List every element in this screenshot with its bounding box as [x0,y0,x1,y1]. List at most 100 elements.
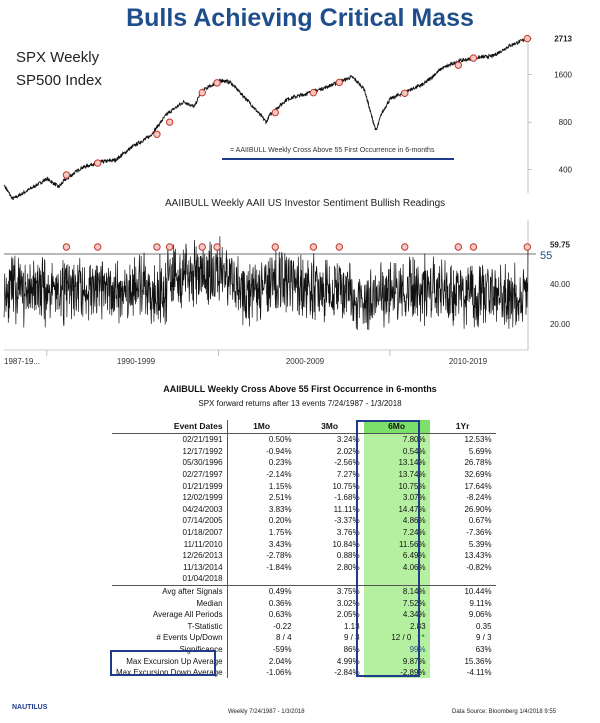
cell-value: 8.14% [363,584,430,598]
cell-value: -2.84% [334,668,360,678]
cell-value: 11.56% [363,538,430,550]
cell-value: 7.27% [336,470,360,480]
cell-value: 13.43% [464,551,492,561]
cell-value: 3.43% [226,538,296,550]
cell-value [430,573,496,585]
cell-value: 2.80% [336,562,360,572]
cell-value: 6.49% [363,549,430,562]
cell-value: 4.86% [363,515,430,527]
aaii-signal-marker [165,243,174,251]
table-row: 02/21/1991 0.50% 3.24% 7.80% 12.53% [112,433,496,446]
event-date: 01/18/2007 [182,528,223,538]
cell-value: 26.78% [464,458,492,468]
event-date: 01/04/2018 [182,574,223,584]
stat-label: Max Excursion Down Average [116,668,223,678]
cell-value: 3.75% [295,584,364,598]
stats-row: Avg after Signals 0.49% 3.75% 8.14% 10.44% [112,584,496,598]
cell-value: 3.76% [336,528,360,538]
event-date: 12/17/1992 [182,446,223,456]
aaii-signal-marker [454,243,463,251]
cell-value: 9.06% [468,610,492,620]
stats-row: Average All Periods 0.63% 2.05% 4.34% 9.06% [112,608,496,621]
cell-value [226,573,296,586]
stat-label: Avg after Signals [112,584,228,598]
cell-value: -0.22 [226,620,296,633]
cell-value: 0.23% [226,457,296,469]
spx-signal-marker [335,78,344,87]
spx-y-tick-label: 1600 [554,71,572,80]
cell-value: 1.75% [226,526,296,539]
cell-value: 15.36% [464,656,492,666]
aaii-x-label: 2000-2009 [286,357,325,366]
table-row: 01/18/2007 1.75% 3.76% 7.24% -7.36% [112,526,496,539]
cell-value: -2.56% [334,458,360,468]
spx-y-tick-label: 2713 [554,35,572,44]
cell-value: 9 / 3 [344,633,360,643]
table-row: 11/11/2010 3.43% 10.84% 11.56% 5.39% [112,538,496,550]
spx-signal-marker [165,118,174,126]
table-row: 11/13/2014 -1.84% 2.80% 4.06% -0.82% [112,561,496,574]
aaii-x-label: 2010-2019 [449,357,488,366]
spx-chart-sublabel: SP500 Index [16,72,102,89]
cell-value [296,573,364,585]
cell-value: 13.14% [363,457,430,469]
cell-value: -1.06% [226,666,296,679]
cell-value: 0.88% [336,551,360,561]
col-header-1yr: 1Yr [429,420,496,434]
spx-signal-marker [309,89,318,97]
stat-label: Median [196,598,223,608]
stats-row: T-Statistic -0.22 1.13 2.83 0.35 [112,620,496,633]
stats-row: Max Excursion Down Average -1.06% -2.84% -2… [112,666,496,679]
company-logo: NAUTILUS [12,704,48,711]
spx-y-tick-label: 400 [559,166,573,175]
event-date: 01/21/1999 [182,481,223,491]
aaii-signal-marker [401,243,409,251]
event-date: 07/14/2005 [182,516,223,526]
excursion-label-box [110,650,216,676]
cell-value: 1.15% [226,480,296,492]
event-date: 04/24/2003 [182,504,223,514]
cell-value: 9.87% [363,655,430,667]
stat-label: Significance [179,644,223,654]
cell-value: 7.80% [363,433,430,446]
aaii-y-tick-label: 59.75 [550,241,571,250]
cell-value: 12 / 0 ** [363,632,430,644]
aaii-signal-marker [153,243,161,251]
aaii-line-chart: 59.75 40.00 20.00 55 1987-19... 1990-1999 200… [3,220,571,366]
cell-value: 11.11% [333,504,360,514]
cell-value: 32.69% [464,470,492,480]
spx-signal-marker [213,79,221,87]
aaii-signal-marker [271,243,279,251]
spx-signal-marker [153,130,161,138]
six-month-highlight-box [356,420,420,677]
spx-signal-marker [62,171,71,179]
cell-value: 0.49% [226,584,296,598]
cell-value: 10.84% [332,539,360,549]
cell-value: 0.63% [226,608,296,621]
cell-value: 0.35 [476,621,492,631]
spx-y-tick-label: 800 [559,118,573,127]
table-subtitle: SPX forward returns after 13 events 7/24… [198,399,402,408]
spx-chart-label: SPX Weekly [16,49,100,66]
spx-signal-marker [401,89,409,97]
spx-signal-marker [454,61,463,69]
cell-value: -0.82% [466,562,492,572]
cell-value: 4.99% [336,656,360,666]
cell-value: -4.11% [466,668,492,678]
event-date: 12/02/1999 [182,493,223,503]
stats-row: Max Excursion Up Average 2.04% 4.99% 9.87% 1… [112,655,496,667]
aaii-y-tick-label: 40.00 [550,280,571,289]
cell-value: 0.20% [226,515,296,527]
table-row: 07/14/2005 0.20% -3.37% 4.86% 0.67% [112,515,496,527]
cell-value: 12.53% [464,435,492,445]
threshold-label: 55 [540,250,552,262]
aaii-signal-marker [523,243,532,251]
cell-value: -2.78% [226,549,296,562]
aaii-signal-marker [309,243,318,251]
cell-value: 12 / 0 [391,633,412,643]
cell-value: 2.04% [226,655,296,667]
cell-value: 7.24% [363,526,430,539]
significance-stars: ** [417,633,426,643]
cell-value: 10.75% [332,481,360,491]
table-header-row: Event Dates 1Mo 3Mo 6Mo 1Yr [112,420,496,434]
